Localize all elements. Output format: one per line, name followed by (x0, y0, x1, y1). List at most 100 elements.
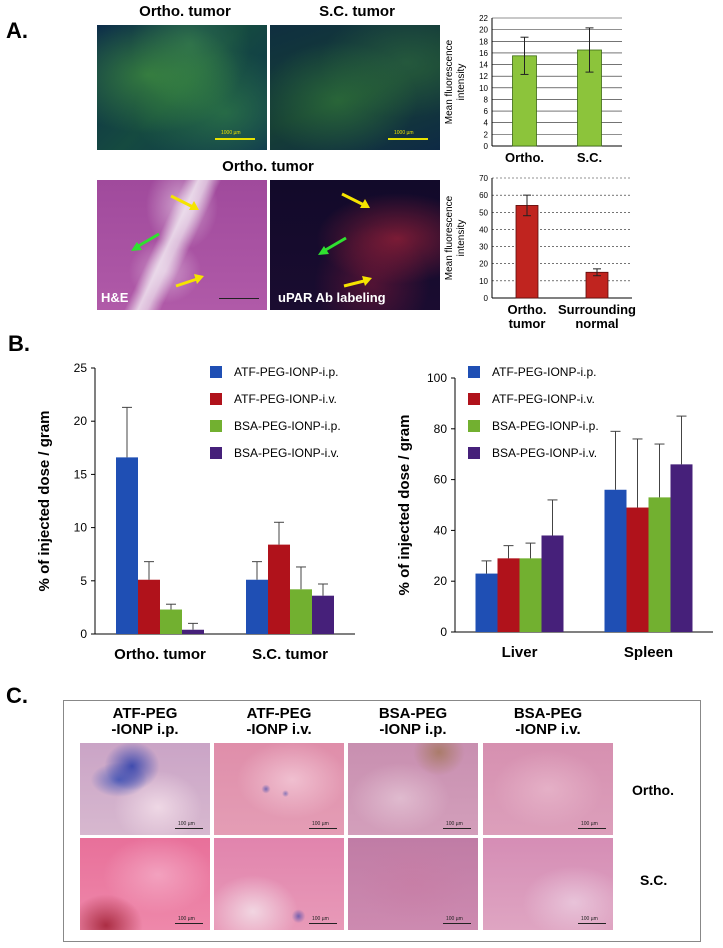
y-tick-label: 20 (479, 260, 488, 269)
column-header-line: -IONP i.p. (379, 721, 447, 738)
y-tick-label: 15 (74, 467, 88, 481)
histology-bsa-iv-ortho: 100 µm (483, 743, 613, 835)
legend-label: BSA-PEG-IONP-i.v. (492, 446, 598, 460)
green-arrow-icon (318, 236, 347, 255)
column-header-line: ATF-PEG (246, 705, 312, 722)
histology-atf-ip-sc: 100 µm (80, 838, 210, 930)
column-header: ATF-PEG -IONP i.v. (214, 706, 344, 738)
bar (312, 595, 334, 634)
scale-bar-label: 100 µm (312, 916, 329, 922)
y-tick-label: 0 (484, 294, 489, 303)
legend-label: ATF-PEG-IONP-i.v. (234, 392, 337, 406)
x-tick-label: Ortho. tumor (114, 646, 206, 663)
legend-item: ATF-PEG-IONP-i.p. (468, 365, 596, 379)
legend-swatch (210, 393, 222, 405)
y-tick-label: 60 (479, 191, 488, 200)
scale-bar (443, 828, 471, 829)
y-tick-label: 6 (484, 107, 489, 116)
lower-title-ortho: Ortho. tumor (222, 158, 314, 175)
histology-atf-iv-sc: 100 µm (214, 838, 344, 930)
legend-swatch (210, 447, 222, 459)
chart-biodistribution-tumor: 0 5 10 15 20 25 Ortho. tumor S.C. tumor % of inj… (36, 361, 355, 663)
scale-bar (215, 138, 255, 140)
scale-bar-label: 100 µm (581, 916, 598, 922)
scale-bar (443, 923, 471, 924)
scale-bar-label: 100 µm (312, 821, 329, 827)
bar (182, 629, 204, 634)
panel-label-b: B. (8, 331, 30, 356)
legend-swatch (210, 420, 222, 432)
y-tick-label: 40 (434, 523, 448, 537)
y-tick-label: 100 (427, 371, 447, 385)
x-tick-label: Ortho. (505, 150, 544, 165)
x-tick-label: Liver (502, 644, 538, 661)
bar (670, 464, 693, 632)
y-tick-label: 0 (440, 625, 447, 639)
legend-swatch (210, 366, 222, 378)
histology-bsa-ip-sc: 100 µm (348, 838, 478, 930)
column-header-line: -IONP i.p. (111, 721, 179, 738)
bar (626, 507, 649, 632)
legend-swatch (468, 393, 480, 405)
scale-bar (309, 828, 337, 829)
bar (541, 535, 564, 632)
x-tick-label: S.C. (577, 150, 602, 165)
y-tick-label: 60 (434, 473, 448, 487)
bar (648, 497, 671, 632)
upar-labeling-image: uPAR Ab labeling (270, 180, 440, 310)
legend-label: ATF-PEG-IONP-i.p. (492, 365, 597, 379)
fluor-title-ortho: Ortho. tumor (139, 3, 231, 20)
legend-label: ATF-PEG-IONP-i.p. (234, 365, 339, 379)
scale-bar-label: 100 µm (446, 821, 463, 827)
bar (475, 573, 498, 632)
legend-label: BSA-PEG-IONP-i.p. (492, 419, 599, 433)
yellow-arrow-icon (343, 276, 372, 288)
he-stain-image: H&E (97, 180, 267, 310)
legend-item: BSA-PEG-IONP-i.p. (210, 419, 341, 433)
legend-label: ATF-PEG-IONP-i.v. (492, 392, 595, 406)
legend-item: BSA-PEG-IONP-i.v. (468, 446, 597, 460)
he-label: H&E (101, 290, 129, 305)
legend-swatch (468, 447, 480, 459)
y-tick-label: 70 (479, 174, 488, 183)
y-tick-label: 4 (484, 119, 489, 128)
green-arrow-icon (131, 232, 160, 251)
y-axis-label: % of injected dose / gram (396, 415, 413, 596)
y-tick-label: 5 (80, 574, 87, 588)
scale-bar-label: 100 µm (581, 821, 598, 827)
scale-bar-label: 1000 µm (221, 130, 241, 136)
panel-label-c: C. (6, 683, 28, 708)
chart-biodistribution-organs: 0 20 40 60 80 100 Liver Spleen % of injected dos… (396, 371, 713, 661)
column-header-line: -IONP i.v. (246, 721, 312, 738)
legend-label: BSA-PEG-IONP-i.p. (234, 419, 341, 433)
scale-bar (175, 923, 203, 924)
y-tick-label: 10 (74, 521, 88, 535)
y-tick-label: 0 (484, 142, 489, 151)
chart-fluorescence-tumor-vs-normal: 0 10 20 30 40 50 60 70 Ortho. tumor Surrounding nor… (444, 174, 636, 331)
y-tick-label: 25 (74, 361, 88, 375)
y-tick-label: 20 (479, 26, 488, 35)
y-tick-label: 16 (479, 49, 488, 58)
legend-item: BSA-PEG-IONP-i.p. (468, 419, 599, 433)
scale-bar (309, 923, 337, 924)
legend-item: ATF-PEG-IONP-i.v. (468, 392, 595, 406)
scale-bar (175, 828, 203, 829)
y-tick-label: 8 (484, 95, 489, 104)
y-tick-label: 2 (484, 130, 489, 139)
yellow-arrow-icon (341, 192, 370, 208)
y-axis-label: Mean fluorescenceintensity (444, 39, 467, 124)
y-tick-label: 50 (479, 208, 488, 217)
bar (497, 558, 520, 632)
column-header-line: -IONP i.v. (515, 721, 581, 738)
y-axis-label: Mean fluorescenceintensity (444, 195, 467, 280)
column-header: ATF-PEG -IONP i.p. (80, 706, 210, 738)
y-tick-label: 20 (434, 574, 448, 588)
scale-bar (219, 298, 259, 299)
y-tick-label: 0 (80, 627, 87, 641)
fluorescence-image-sc: 1000 µm (270, 25, 440, 150)
y-tick-label: 40 (479, 225, 488, 234)
row-label-sc: S.C. (640, 872, 668, 888)
column-header-line: BSA-PEG (513, 705, 583, 722)
column-header-line: ATF-PEG (112, 705, 178, 722)
scale-bar-label: 100 µm (446, 916, 463, 922)
